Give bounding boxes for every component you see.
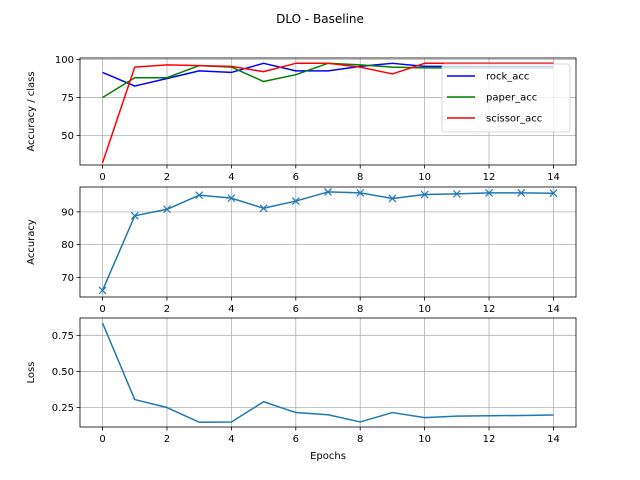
marker-stroke [517,188,526,197]
data-point-marker [388,194,397,203]
x-tick-label: 14 [547,304,560,315]
y-tick-label: 70 [61,273,74,284]
x-tick-label: 2 [164,434,170,445]
x-tick-label: 8 [357,434,363,445]
data-point-marker [517,188,526,197]
data-point-marker [98,286,107,295]
y-tick-label: 80 [61,240,74,251]
x-tick-label: 6 [293,434,299,445]
legend: rock_acc paper_acc scissor_acc [441,63,571,133]
marker-stroke [485,188,493,197]
x-tick-label: 0 [99,304,105,315]
data-point-marker [195,191,204,200]
x-tick-label: 2 [164,304,170,315]
x-tick-label: 8 [357,172,363,183]
subplot-loss: 0 2 4 6 8 10 12 14 0.25 0.50 0.75 Loss Epochs [26,317,577,462]
x-tick-label: 2 [164,172,170,183]
x-tick-label: 14 [547,434,560,445]
y-axis-label: Accuracy / class [26,71,37,151]
data-point-marker [420,190,429,199]
marker-stroke [324,187,332,196]
series-line-scissor_acc [101,62,554,163]
x-axis-label: Epochs [310,451,346,462]
y-tick-label: 0.50 [52,367,74,378]
x-tick-label: 4 [228,304,234,315]
x-tick-label: 12 [483,304,496,315]
data-point-marker [324,187,332,196]
subplot-accuracy: 0 2 4 6 8 10 12 14 70 80 90 Accuracy [26,186,577,315]
marker-stroke [549,189,558,198]
x-tick-label: 14 [547,172,560,183]
axes-frame [79,57,577,166]
marker-stroke [259,204,268,213]
x-tick-label: 10 [418,304,431,315]
data-point-marker [130,211,139,220]
y-tick-label: 100 [55,55,74,66]
x-tick-label: 0 [99,434,105,445]
x-tick-label: 0 [99,172,105,183]
data-point-marker [452,189,461,198]
y-axis-label: Loss [26,362,37,384]
subplot-per-class-accuracy: 0 2 4 6 8 10 12 14 50 75 100 Accuracy / class rock_a… [26,55,577,183]
marker-stroke [452,189,461,198]
legend-box [441,63,571,133]
x-tick-label: 12 [483,172,496,183]
figure-title: DLO - Baseline [276,12,364,26]
x-tick-label: 10 [418,434,431,445]
y-tick-label: 75 [61,93,74,104]
legend-label-scissor_acc: scissor_acc [486,114,542,125]
y-tick-label: 90 [61,207,74,218]
x-tick-label: 12 [483,434,496,445]
y-tick-label: 50 [61,131,74,142]
marker-stroke [291,197,300,206]
data-point-marker [549,189,558,198]
marker-stroke [420,190,429,199]
marker-stroke [388,194,397,203]
marker-stroke [98,286,107,295]
x-tick-label: 4 [228,172,234,183]
data-point-marker [485,188,493,197]
x-tick-label: 10 [418,172,431,183]
data-point-marker [259,204,268,213]
data-point-marker [227,194,236,203]
y-tick-label: 0.25 [52,403,74,414]
data-point-marker [356,188,365,197]
marker-stroke [195,191,204,200]
y-axis-label: Accuracy [26,219,37,265]
marker-stroke [227,194,236,203]
marker-stroke [163,205,171,214]
marker-stroke [130,211,139,220]
x-tick-label: 4 [228,434,234,445]
y-tick-label: 0.75 [52,331,74,342]
legend-label-rock_acc: rock_acc [486,72,529,83]
x-tick-label: 8 [357,304,363,315]
series-line-series-2 [101,322,554,423]
axes-frame [79,317,577,428]
marker-stroke [356,188,365,197]
x-tick-label: 6 [293,172,299,183]
x-tick-label: 6 [293,304,299,315]
axes-frame [79,186,577,298]
legend-label-paper_acc: paper_acc [486,93,537,104]
data-point-marker [291,197,300,206]
data-point-marker [163,205,171,214]
